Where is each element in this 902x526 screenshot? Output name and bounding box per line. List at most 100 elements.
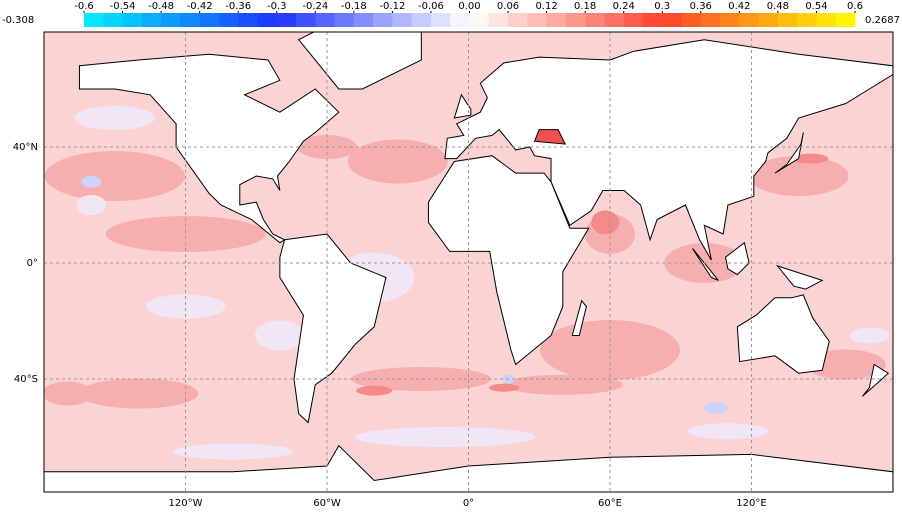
x-axis-label: 60°W: [313, 498, 341, 509]
anomaly-patch: [351, 367, 492, 391]
anomaly-patch: [145, 294, 226, 319]
anomaly-patch: [254, 320, 305, 351]
colorbar-tick-label: -0.3: [267, 1, 287, 12]
colorbar-box: [565, 13, 586, 27]
colorbar-box: [122, 13, 143, 27]
colorbar-tick-label: 0.12: [535, 1, 557, 12]
colorbar-box: [546, 13, 567, 27]
colorbar-box: [527, 13, 548, 27]
colorbar-box: [218, 13, 239, 27]
y-axis-label: 40°S: [14, 374, 38, 385]
colorbar-box: [797, 13, 817, 27]
colorbar-box: [700, 13, 721, 27]
anomaly-patch: [105, 216, 266, 252]
colorbar-box: [141, 13, 162, 27]
colorbar-box: [623, 13, 644, 27]
anomaly-patch: [748, 156, 849, 196]
colorbar-tick-label: 0.6: [847, 1, 863, 12]
land: [44, 444, 893, 492]
colorbar-tick-label: 0.06: [497, 1, 519, 12]
anomaly-patch: [488, 383, 519, 392]
colorbar-box: [353, 13, 374, 27]
colorbar-box: [276, 13, 297, 27]
colorbar-tick-label: -0.6: [74, 1, 94, 12]
colorbar-tick-label: -0.18: [341, 1, 367, 12]
colorbar-tick-label: 0.42: [728, 1, 750, 12]
anomaly-patch: [849, 327, 890, 344]
anomaly-patch: [74, 106, 155, 130]
colorbar-box: [720, 13, 740, 27]
colorbar-tick-label: 0.18: [574, 1, 596, 12]
colorbar-box: [84, 13, 104, 27]
land: [279, 233, 387, 424]
x-axis-label: 120°W: [169, 498, 203, 509]
x-axis-label: 60°E: [598, 498, 622, 509]
land: [724, 241, 750, 276]
land: [297, 32, 422, 90]
colorbar-box: [180, 13, 201, 27]
anomaly-patch: [76, 195, 107, 215]
colorbar-box: [411, 13, 432, 27]
black-sea: [533, 129, 567, 145]
colorbar-box: [257, 13, 278, 27]
y-axis-label: 40°N: [13, 142, 38, 153]
land: [774, 132, 804, 174]
colorbar-box: [835, 13, 856, 27]
anomaly-patch: [356, 385, 393, 396]
colorbar-tick-label: -0.24: [302, 1, 328, 12]
map-frame: [43, 31, 894, 493]
axes: 120°W 60°W 0° 60°E 120°E 40°N 0° 40°S: [13, 142, 767, 509]
land: [736, 294, 830, 374]
colorbar-box: [238, 13, 258, 27]
colorbar-tick-label: 0.24: [613, 1, 635, 12]
colorbar-box: [103, 13, 124, 27]
colorbar-tick-label: 0.3: [654, 1, 670, 12]
colorbar-box: [758, 13, 779, 27]
colorbar-box: [816, 13, 837, 27]
anomaly-patch: [502, 374, 623, 395]
land: [571, 299, 587, 336]
colorbar-box: [642, 13, 663, 27]
colorbar-box: [739, 13, 760, 27]
colorbar-tick-label: -0.12: [379, 1, 405, 12]
colorbar-tick-label: -0.42: [187, 1, 213, 12]
colorbar-tick-label: -0.06: [418, 1, 444, 12]
colorbar-box: [508, 13, 528, 27]
colorbar-tick-label: -0.48: [148, 1, 174, 12]
anomaly-patch: [172, 443, 293, 460]
colorbar-box: [392, 13, 413, 27]
anomaly-patch: [347, 139, 448, 184]
colorbar-box: [777, 13, 798, 27]
land: [861, 363, 890, 397]
anomaly-patch: [44, 151, 185, 201]
land: [692, 248, 719, 281]
anomaly-patch: [354, 427, 535, 447]
colorbar-box: [373, 13, 393, 27]
colorbar-box: [585, 13, 605, 27]
colorbar-tick-label: -0.54: [110, 1, 136, 12]
anomaly-patch: [591, 210, 620, 235]
land: [444, 39, 893, 261]
colorbar-box: [469, 13, 490, 27]
colorbar-tick-label: -0.36: [225, 1, 251, 12]
anomaly-patch: [704, 402, 729, 414]
colorbar-box: [296, 13, 316, 27]
anomaly-patch: [792, 153, 829, 164]
anomaly-patch: [687, 423, 768, 440]
colorbar-box: [450, 13, 470, 27]
x-axis-label: 0°: [463, 498, 474, 509]
colorbar-max: 0.2687: [865, 15, 900, 26]
anomaly-patch: [44, 381, 93, 406]
y-axis-label: 0°: [27, 258, 38, 269]
colorbar-box: [488, 13, 509, 27]
colorbar-tick-label: 0.54: [805, 1, 827, 12]
colorbar-box: [315, 13, 336, 27]
land: [775, 264, 824, 290]
colorbar-box: [430, 13, 451, 27]
colorbar-tick-label: 0.36: [690, 1, 712, 12]
land: [453, 93, 472, 119]
map: [44, 32, 893, 492]
colorbar-tick-label: 0.48: [767, 1, 789, 12]
anomaly-patch: [78, 378, 199, 409]
